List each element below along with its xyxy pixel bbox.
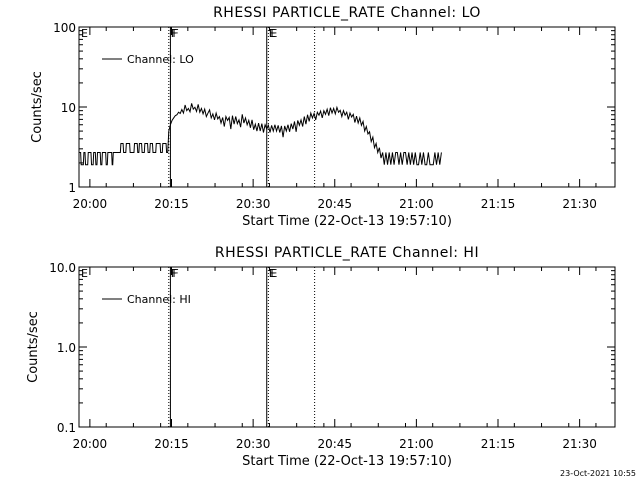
footer-timestamp: 23-Oct-2021 10:55: [560, 469, 636, 478]
y-axis-label: Counts/sec: [30, 71, 45, 143]
x-tick-label: 20:45: [317, 197, 352, 211]
flag-label: F: [171, 27, 177, 40]
plot-frame: [78, 266, 616, 428]
y-tick-label: 1.0: [57, 341, 76, 355]
hi-channel-panel: RHESSI PARTICLE_RATE Channel: HI 20:00 20:…: [26, 245, 616, 469]
x-tick-label: 21:30: [562, 197, 597, 211]
y-tick-label: 10: [61, 101, 76, 115]
flag-label: E: [81, 27, 88, 40]
legend-label: Channel: LO: [127, 53, 194, 66]
flag-label: F: [172, 27, 178, 40]
lo-channel-panel: RHESSI PARTICLE_RATE Channel: LO 20:00 20:…: [30, 5, 616, 229]
x-tick-label: 20:00: [73, 197, 108, 211]
y-tick-label: 1: [68, 181, 76, 195]
flag-label: E: [270, 267, 277, 280]
chart-title: RHESSI PARTICLE_RATE Channel: LO: [213, 5, 481, 21]
x-tick-label: 21:00: [399, 437, 434, 451]
chart-title: RHESSI PARTICLE_RATE Channel: HI: [215, 245, 479, 261]
x-tick-label: 20:15: [154, 437, 189, 451]
legend-label: Channel: HI: [127, 293, 191, 306]
y-tick-label: 0.1: [57, 421, 76, 435]
x-tick-label: 21:30: [562, 437, 597, 451]
flag-label: E: [270, 27, 277, 40]
plot-frame: [78, 26, 616, 188]
series-line: [79, 103, 442, 166]
y-tick-label: 100: [53, 21, 76, 35]
x-axis-label: Start Time (22-Oct-13 19:57:10): [242, 214, 452, 229]
x-tick-label: 21:15: [481, 197, 516, 211]
flag-label: E: [81, 267, 88, 280]
x-tick-label: 20:30: [236, 437, 271, 451]
x-tick-label: 21:15: [481, 437, 516, 451]
flag-label: F: [171, 267, 177, 280]
flag-label: E: [269, 27, 276, 40]
y-tick-label: 10.0: [49, 261, 76, 275]
x-tick-label: 20:00: [73, 437, 108, 451]
flag-label: F: [172, 267, 178, 280]
x-tick-label: 21:00: [399, 197, 434, 211]
x-axis-label: Start Time (22-Oct-13 19:57:10): [242, 454, 452, 469]
x-tick-label: 20:30: [236, 197, 271, 211]
flag-label: E: [269, 267, 276, 280]
y-axis-label: Counts/sec: [26, 311, 41, 383]
x-tick-label: 20:15: [154, 197, 189, 211]
x-tick-label: 20:45: [317, 437, 352, 451]
